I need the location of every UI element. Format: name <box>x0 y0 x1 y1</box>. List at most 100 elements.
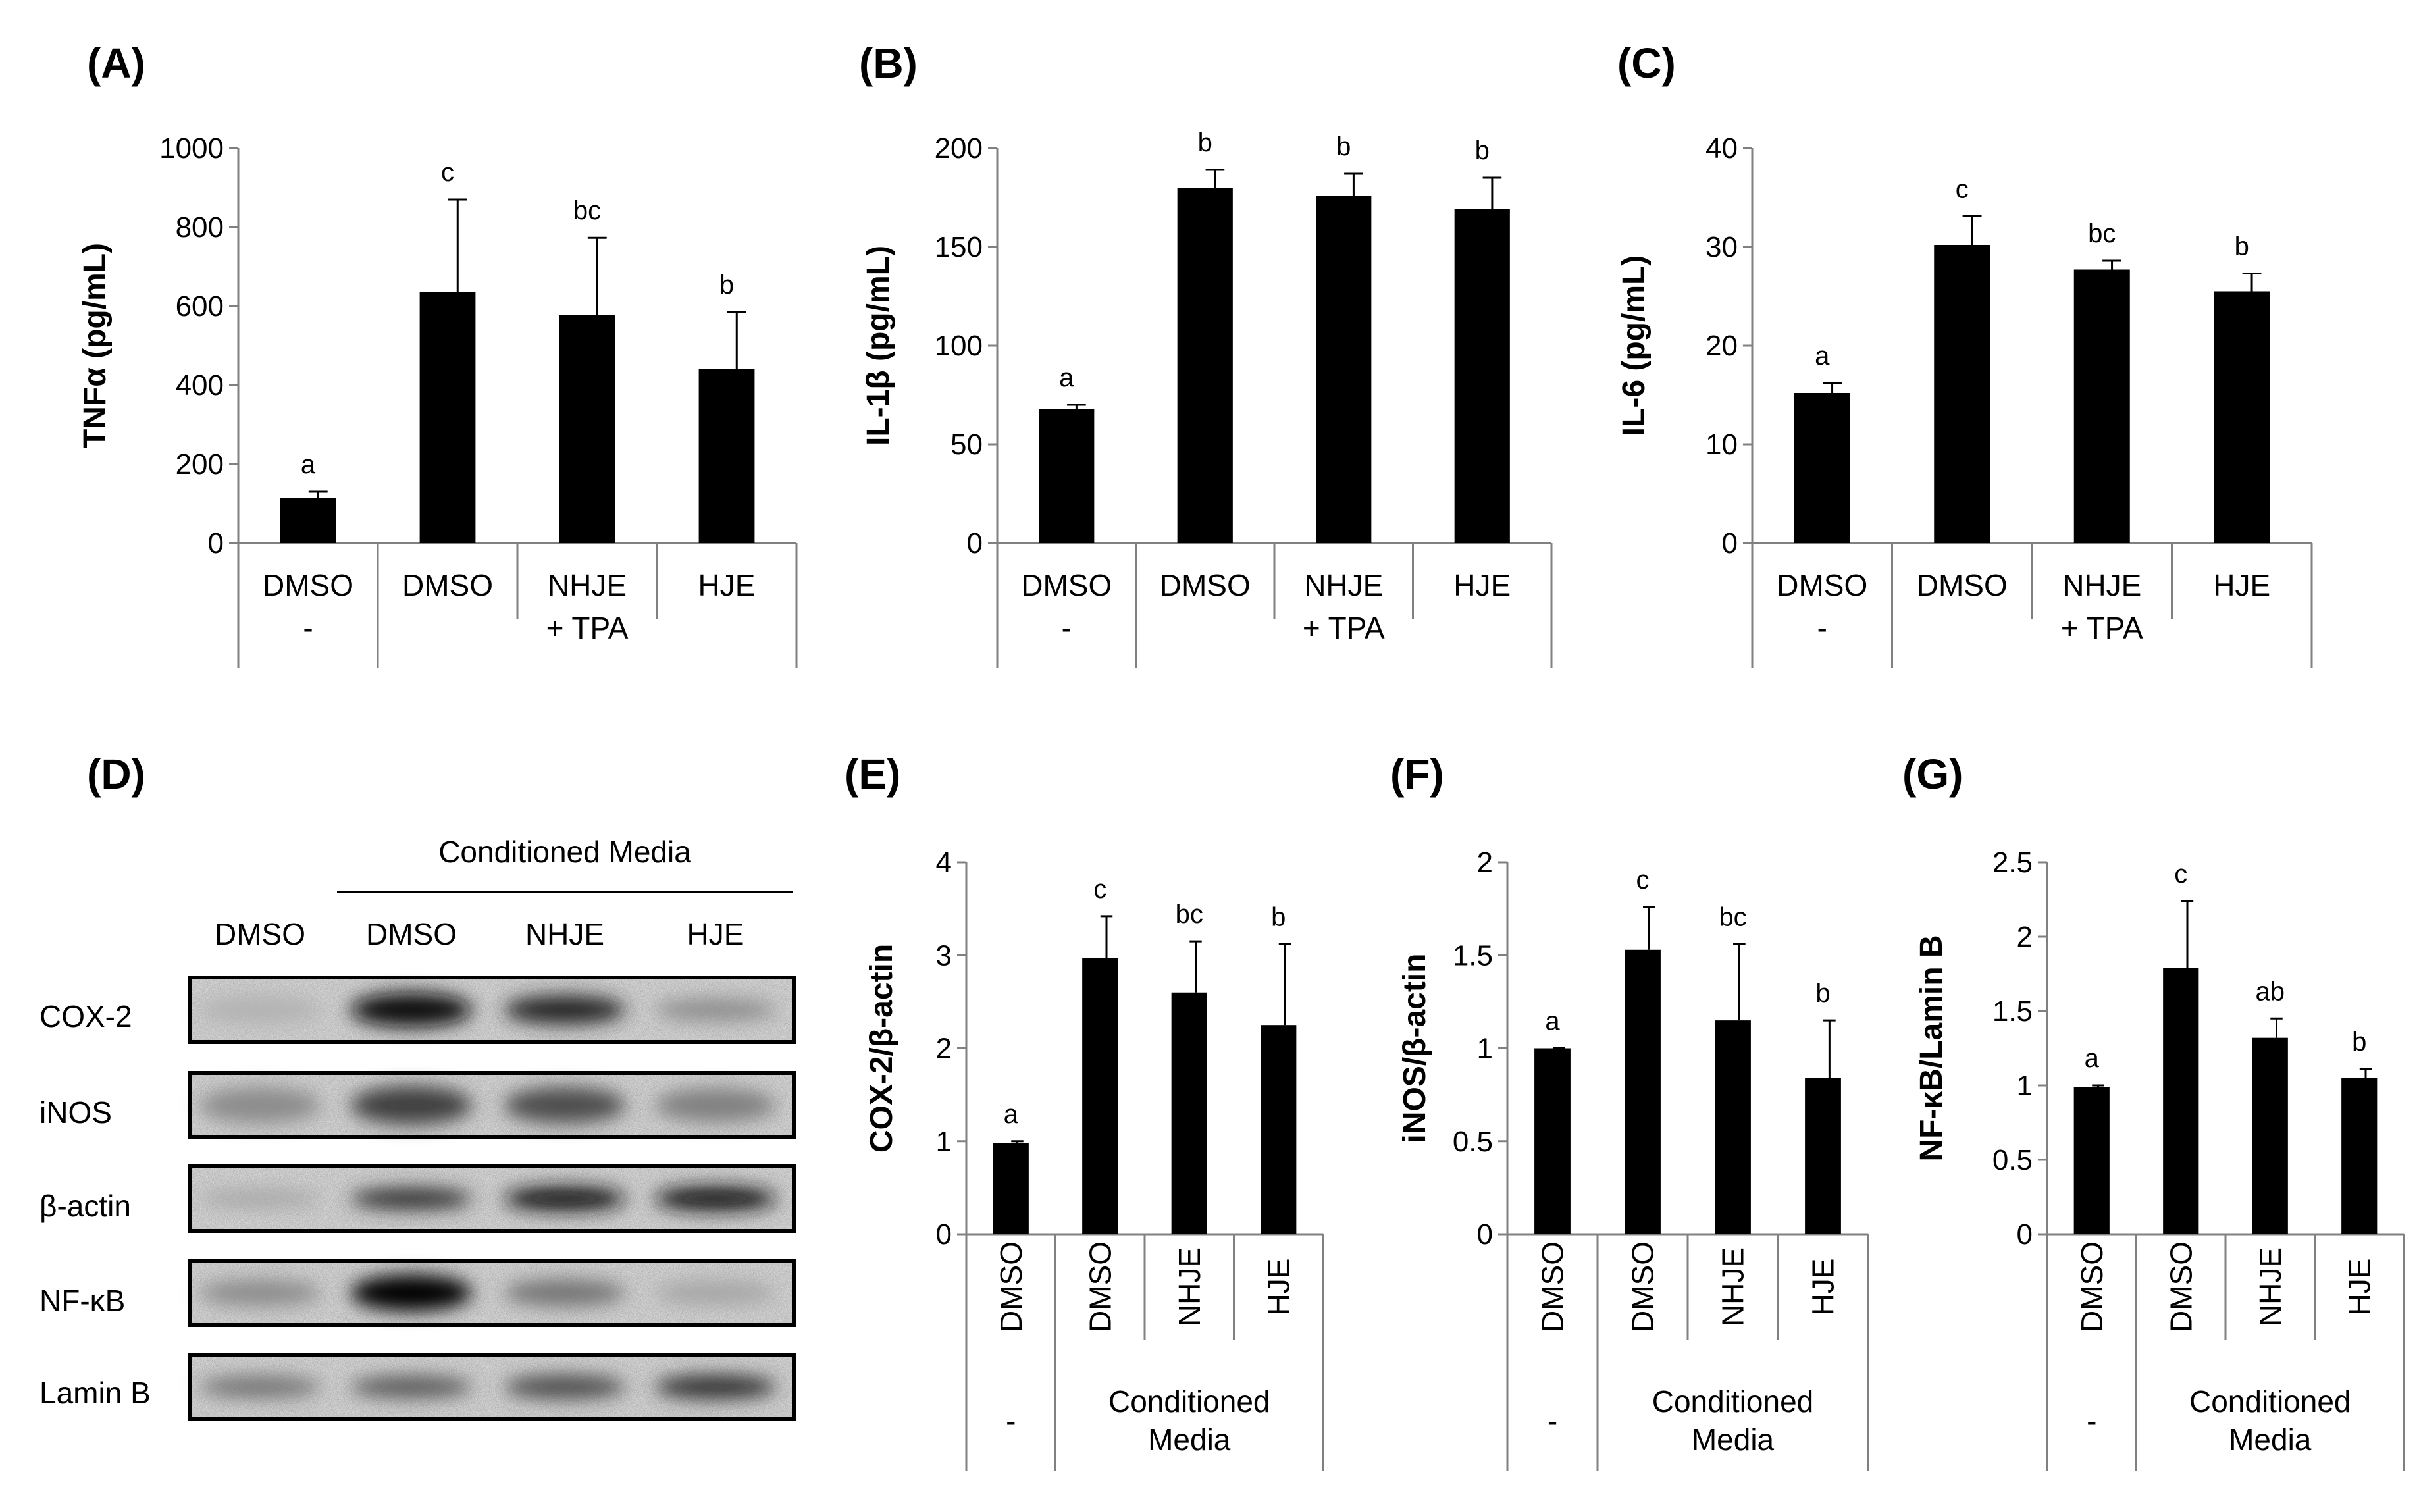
y-tick-label: 1.5 <box>1453 939 1493 972</box>
significance-letter: bc <box>1176 900 1203 929</box>
y-tick-label: 200 <box>176 448 224 481</box>
blot-band <box>199 995 321 1025</box>
y-tick-label: 200 <box>935 132 983 165</box>
y-tick-label: 0 <box>967 527 983 560</box>
blot-band <box>350 1274 473 1311</box>
x-group-label: + TPA <box>2061 611 2143 645</box>
panel-label-c: (C) <box>1617 39 1676 87</box>
x-group-label: Conditioned Media <box>1108 1384 1270 1457</box>
bar <box>1715 1020 1751 1234</box>
blot-row-label-inos: iNOS <box>39 1095 112 1130</box>
y-axis-title: IL-1β (pg/mL) <box>861 246 896 446</box>
x-group-label: - <box>1817 611 1827 645</box>
blot-band <box>350 1376 473 1398</box>
x-group-label-line: Conditioned <box>2189 1384 2351 1419</box>
chart-il6: 0 10 20 30 40 IL-6 (pg/mL) a DMSO c DMSO bc NHJE b HJ… <box>1617 132 2313 668</box>
bar <box>1625 949 1661 1234</box>
blot-band <box>504 1087 626 1124</box>
x-group-label-line: - <box>1817 611 1827 645</box>
y-tick-label: 0.5 <box>1453 1126 1493 1158</box>
bar <box>1171 992 1207 1234</box>
significance-letter: bc <box>2088 219 2116 248</box>
blot-band <box>199 1190 321 1207</box>
x-category-label: DMSO <box>1777 568 1867 602</box>
y-tick-label: 100 <box>935 330 983 362</box>
bar <box>280 498 336 543</box>
y-axis-title: TNFα (pg/mL) <box>78 243 113 448</box>
y-axis-title: NF-κB/Lamin B <box>1914 935 1949 1161</box>
x-category-label: DMSO <box>2075 1241 2109 1332</box>
blot-frame <box>188 1071 796 1139</box>
significance-letter: c <box>1636 866 1650 895</box>
bar <box>1805 1078 1841 1234</box>
blot-strip <box>188 1259 796 1327</box>
x-group-label-line: - <box>1062 611 1072 645</box>
y-tick-label: 10 <box>1705 429 1738 461</box>
bar <box>1534 1048 1571 1234</box>
significance-letter: c <box>1093 875 1106 904</box>
blot-row-label-cox2: COX-2 <box>39 999 132 1033</box>
x-category-label: DMSO <box>263 568 353 602</box>
x-category-label: HJE <box>698 568 756 602</box>
x-category-label: DMSO <box>994 1241 1028 1332</box>
y-tick-label: 150 <box>935 231 983 263</box>
x-group-label: - <box>1006 1404 1016 1438</box>
bar <box>1082 958 1118 1234</box>
y-tick-label: 2 <box>1477 847 1493 879</box>
significance-letter: a <box>1004 1100 1019 1129</box>
x-category-label: DMSO <box>1917 568 2008 602</box>
x-group-label-line: - <box>2087 1404 2096 1438</box>
blot-frame <box>188 976 796 1044</box>
y-tick-label: 30 <box>1705 231 1738 263</box>
x-category-label: DMSO <box>1083 1241 1117 1332</box>
significance-letter: a <box>301 450 316 479</box>
y-tick-label: 4 <box>936 847 952 879</box>
blot-strip <box>188 1164 796 1233</box>
blot-header-label: Conditioned Media <box>438 835 691 869</box>
blot-band <box>199 1376 321 1398</box>
x-category-label: NHJE <box>2062 568 2141 602</box>
significance-letter: b <box>1475 136 1490 165</box>
x-group-label: Conditioned Media <box>2189 1384 2351 1457</box>
y-tick-label: 0 <box>208 527 224 560</box>
chart-tnfa: 0 200 400 600 800 1000 TNFα (pg/mL) a DMSO c DMSO b… <box>78 132 798 668</box>
blot-lane-label: DMSO <box>215 917 305 951</box>
x-group-label: - <box>1062 611 1072 645</box>
bar <box>1039 409 1095 543</box>
blot-band <box>350 993 473 1027</box>
blot-band <box>504 995 626 1025</box>
chart-il1b: 0 50 100 150 200 IL-1β (pg/mL) a DMSO b DMSO b NHJE… <box>861 128 1553 668</box>
blot-band <box>504 1374 626 1399</box>
blot-frame <box>188 1353 796 1421</box>
y-axis-title: IL-6 (pg/mL) <box>1617 255 1652 436</box>
significance-letter: bc <box>1719 902 1746 931</box>
y-tick-label: 50 <box>950 429 983 461</box>
y-tick-label: 0 <box>1722 527 1738 560</box>
blot-frame <box>188 1164 796 1233</box>
blot-band <box>199 1087 321 1124</box>
x-group-label-line: Media <box>1692 1422 1775 1457</box>
y-tick-label: 0 <box>1477 1218 1493 1251</box>
panel-label-b: (B) <box>859 39 918 87</box>
blot-row-label-nfkb: NF-κB <box>39 1284 125 1318</box>
x-category-label: NHJE <box>1304 568 1383 602</box>
blot-strips <box>188 976 796 1421</box>
blot-lane-label: HJE <box>687 917 744 951</box>
bar <box>993 1143 1029 1234</box>
x-group-label-line: + TPA <box>2061 611 2143 645</box>
x-group-label-line: + TPA <box>546 611 629 645</box>
bar <box>1316 196 1372 543</box>
y-tick-label: 0 <box>2017 1218 2033 1251</box>
x-group-label-line: - <box>303 611 313 645</box>
y-tick-label: 0 <box>936 1218 952 1251</box>
blot-strip <box>188 1071 796 1139</box>
blot-row-label-bactin: β-actin <box>39 1189 131 1223</box>
x-group-label: - <box>2087 1404 2096 1438</box>
blot-strip <box>188 976 796 1044</box>
x-category-label: DMSO <box>1536 1241 1570 1332</box>
bar <box>2341 1078 2378 1234</box>
significance-letter: b <box>1198 128 1212 157</box>
significance-letter: a <box>1545 1007 1560 1036</box>
y-axis-title: iNOS/β-actin <box>1397 954 1432 1143</box>
